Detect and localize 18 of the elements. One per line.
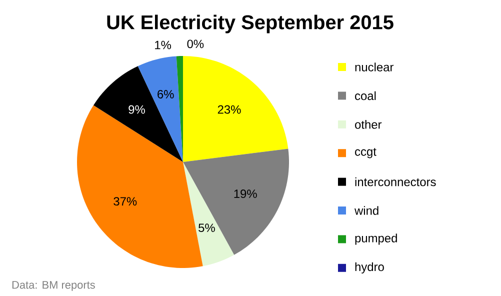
data-label: 9% — [128, 105, 145, 114]
data-label: 6% — [158, 90, 174, 98]
text: Data: BM reports — [12, 281, 95, 291]
data-label: 37% — [114, 197, 137, 206]
legend-label: interconnectors — [355, 177, 436, 186]
data-label: 5% — [198, 224, 215, 232]
text: 0% — [187, 40, 204, 48]
legend-label: nuclear — [355, 62, 394, 72]
legend-label: wind — [354, 206, 378, 215]
legend-label: coal — [355, 91, 376, 100]
legend-label: pumped — [355, 234, 397, 245]
legend-label: hydro — [355, 262, 384, 274]
data-label: 1% — [155, 40, 172, 50]
data-label: 23% — [218, 105, 241, 114]
chart-title: UK Electricity September 2015 — [107, 14, 394, 34]
data-label: 19% — [234, 190, 257, 198]
legend-label: other — [355, 120, 382, 129]
legend-label: ccgt — [355, 148, 376, 158]
